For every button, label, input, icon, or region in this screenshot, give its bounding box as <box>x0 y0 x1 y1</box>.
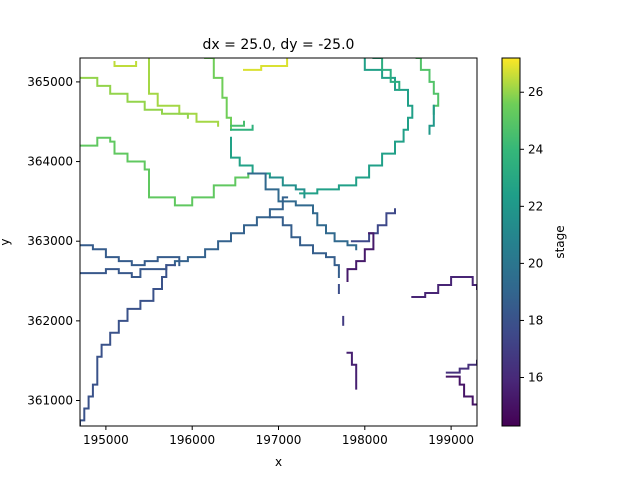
stream-segment <box>80 264 176 426</box>
stream-segment <box>148 58 220 127</box>
plot-area <box>80 58 477 426</box>
colorbar-label: stage <box>553 225 567 258</box>
stream-segment <box>230 120 245 127</box>
stream-segment <box>372 58 401 91</box>
y-tick-label: 365000 <box>27 75 73 89</box>
colorbar-tick-label: 22 <box>528 199 543 213</box>
chart-title: dx = 25.0, dy = -25.0 <box>203 37 355 53</box>
stream-segment <box>173 196 289 267</box>
stream-segment <box>113 61 138 67</box>
stream-segment <box>428 104 435 135</box>
stream-segment <box>346 232 375 282</box>
y-tick-label: 362000 <box>27 314 73 328</box>
colorbar-tick-label: 20 <box>528 256 543 270</box>
x-tick-label: 197000 <box>256 433 302 447</box>
stream-segment <box>350 208 396 243</box>
colorbar <box>501 57 521 427</box>
x-tick-label: 195000 <box>83 433 129 447</box>
x-axis-label: x <box>275 455 282 469</box>
stream-network <box>80 58 477 426</box>
x-axis: 195000 196000 197000 198000 199000 <box>83 426 474 447</box>
stream-segment <box>268 216 340 278</box>
stream-segment <box>268 176 306 199</box>
stream-segment <box>80 244 181 267</box>
colorbar-tick-label: 26 <box>528 85 543 99</box>
colorbar-axis: 16 18 20 22 24 26 <box>520 85 543 385</box>
y-axis-label: y <box>0 238 12 245</box>
colorbar-tick-label: 18 <box>528 313 543 327</box>
stream-segment <box>415 58 440 115</box>
stream-segment <box>247 172 358 251</box>
x-tick-label: 196000 <box>169 433 215 447</box>
stream-segment <box>204 58 232 131</box>
stream-segment <box>346 351 358 390</box>
stream-segment <box>445 359 477 374</box>
y-tick-label: 361000 <box>27 394 73 408</box>
stream-segment <box>80 76 189 119</box>
y-tick-label: 363000 <box>27 234 73 248</box>
stream-segment <box>80 264 168 278</box>
stream-segment <box>230 124 254 131</box>
stream-segment <box>445 375 477 406</box>
y-tick-label: 364000 <box>27 155 73 169</box>
stream-segment <box>230 136 271 179</box>
colorbar-tick-label: 24 <box>528 142 543 156</box>
stream-segment <box>411 276 477 298</box>
stream-segment <box>80 136 250 207</box>
stream-segment <box>243 58 289 71</box>
y-axis: 361000 362000 363000 364000 365000 <box>27 75 80 408</box>
x-tick-label: 198000 <box>342 433 388 447</box>
colorbar-tick-label: 16 <box>528 371 543 385</box>
x-tick-label: 199000 <box>428 433 474 447</box>
